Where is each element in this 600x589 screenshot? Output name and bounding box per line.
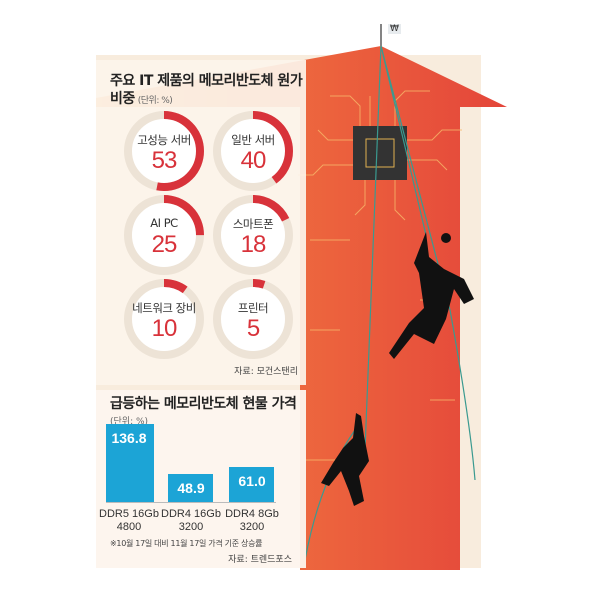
bar-value-label: 48.9 — [177, 480, 205, 497]
donut-title: 주요 IT 제품의 메모리반도체 원가 비중 — [110, 73, 303, 107]
category-line-2: 4800 — [116, 521, 142, 533]
donut-arc — [124, 279, 204, 359]
bar-value-label: 61.0 — [238, 473, 266, 490]
bar-0 — [106, 423, 154, 502]
bar-unit: (단위: %) — [110, 417, 149, 427]
climber-figure-upper — [389, 232, 474, 359]
bar-category-label: DDR4 8Gb 3200 — [217, 508, 287, 534]
climber-head — [441, 233, 451, 243]
donut-label: 고성능 서버 — [137, 133, 191, 147]
donut-arc — [213, 195, 293, 275]
bar-source: 자료: 트렌드포스 — [228, 555, 292, 565]
donut-value: 5 — [246, 315, 260, 342]
category-line-2: 3200 — [178, 521, 204, 533]
bar-category-label: DDR5 16Gb 4800 — [94, 508, 164, 534]
donut-section-title: 주요 IT 제품의 메모리반도체 원가 비중 (단위: %) — [110, 72, 306, 110]
donut-4: 네트워크 장비 10 — [118, 273, 210, 365]
won-flag: ₩ — [388, 24, 401, 34]
donut-unit: (단위: %) — [137, 96, 173, 106]
donut-source: 자료: 모건스탠리 — [234, 367, 298, 377]
donut-value: 25 — [151, 231, 178, 258]
climbing-ropes — [304, 45, 476, 561]
bar-note: ※10월 17일 대비 11월 17일 가격 기준 상승률 — [110, 539, 263, 548]
category-line-1: DDR4 8Gb — [225, 508, 279, 520]
donut-value: 53 — [151, 147, 178, 174]
category-line-1: DDR4 16Gb — [161, 508, 221, 520]
donut-arc — [213, 279, 293, 359]
donut-label: 일반 서버 — [231, 133, 275, 147]
donut-value: 10 — [151, 315, 178, 342]
spot-price-panel: 급등하는 메모리반도체 현물 가격 (단위: %) 136.8 DDR5 16Gb… — [96, 390, 306, 568]
bar-value-label: 136.8 — [111, 429, 147, 446]
donut-label: 스마트폰 — [232, 217, 274, 231]
chip-icon — [353, 126, 407, 180]
donut-5: 프린터 5 — [207, 273, 299, 365]
donut-1: 일반 서버 40 — [207, 105, 299, 197]
chip-core — [365, 138, 395, 168]
donut-value: 18 — [240, 231, 267, 258]
donut-2: AI PC 25 — [118, 189, 210, 281]
category-line-1: DDR5 16Gb — [99, 508, 159, 520]
donut-3: 스마트폰 18 — [207, 189, 299, 281]
donut-0: 고성능 서버 53 — [118, 105, 210, 197]
cost-share-panel: 주요 IT 제품의 메모리반도체 원가 비중 (단위: %) 고성능 서버 53 … — [96, 60, 306, 385]
donut-label: 프린터 — [237, 301, 269, 315]
bar-1 — [168, 474, 213, 502]
donut-arc — [213, 111, 293, 191]
bar-title: 급등하는 메모리반도체 현물 가격 — [110, 396, 297, 412]
donut-label: AI PC — [150, 216, 178, 230]
bar-2 — [229, 467, 274, 502]
bar-baseline — [106, 502, 276, 503]
donut-arc — [124, 195, 204, 275]
category-line-2: 3200 — [239, 521, 265, 533]
donut-arc — [124, 111, 204, 191]
bar-category-label: DDR4 16Gb 3200 — [156, 508, 226, 534]
donut-label: 네트워크 장비 — [132, 301, 196, 315]
donut-value: 40 — [240, 147, 267, 174]
climber-figure-lower — [321, 413, 369, 506]
